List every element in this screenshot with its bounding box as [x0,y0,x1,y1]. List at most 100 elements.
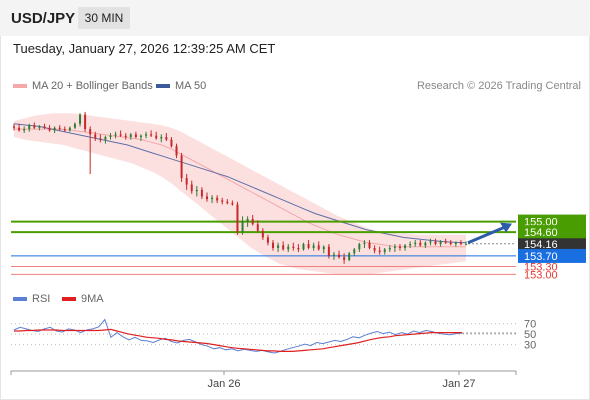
candle-body-88 [459,242,462,245]
candle-body-87 [454,242,457,245]
candle-body-37 [200,189,203,197]
top-bar: USD/JPY 30 MIN [0,0,590,36]
price-label-bg-1 [518,225,586,240]
candle-15 [89,126,92,174]
candle-58 [307,240,310,250]
candle-body-61 [322,246,325,250]
candle-47 [251,214,254,226]
candle-body-49 [261,230,264,238]
symbol-title: USD/JPY [11,10,76,27]
candle-48 [256,220,259,233]
candle-body-6 [43,126,46,128]
candle-body-54 [287,246,290,250]
candle-16 [94,131,97,141]
legend-ma20: MA 20 + Bollinger Bands [13,80,153,92]
candle-63 [332,251,335,260]
candle-60 [317,241,320,251]
candle-30 [165,133,168,141]
candle-4 [33,122,36,130]
candle-body-41 [221,200,224,202]
candle-80 [419,240,422,247]
candle-70 [368,240,371,250]
price-label-bg-0 [518,214,586,229]
legend-9ma-label: 9MA [81,293,104,305]
candle-body-30 [165,137,168,140]
candle-72 [378,246,381,255]
candle-body-47 [251,218,254,225]
candle-body-12 [73,123,76,128]
candle-68 [358,242,361,252]
candle-73 [383,248,386,255]
rsi-ma-line [14,328,462,352]
candle-body-71 [373,248,376,251]
candle-body-46 [246,218,249,222]
candle-79 [414,240,417,247]
rsi-line [13,318,463,354]
price-label-5: 153.00 [524,269,558,281]
candle-50 [266,234,269,246]
candle-65 [343,253,346,264]
candle-83 [434,238,437,246]
candle-body-45 [241,221,244,233]
candle-7 [48,125,51,132]
candle-body-24 [134,134,137,137]
candle-25 [139,134,142,141]
copyright-text: Research © 2026 Trading Central [416,80,581,92]
candle-body-13 [79,114,82,124]
ma50-swatch [156,84,170,89]
candle-body-9 [58,127,61,130]
candle-59 [312,242,315,251]
candle-body-21 [119,134,122,136]
candle-22 [124,133,127,140]
candle-body-36 [195,189,198,192]
ma50-line [13,123,467,244]
candle-62 [327,244,330,259]
candle-71 [373,245,376,254]
candle-39 [211,195,214,204]
candle-19 [109,133,112,140]
candle-body-35 [190,184,193,192]
candle-body-0 [13,126,15,128]
candle-46 [246,216,249,227]
candle-24 [134,131,137,139]
candle-76 [398,244,401,251]
price-label-bg-3 [518,248,586,263]
candle-42 [226,199,229,205]
candle-body-25 [139,135,142,137]
candle-body-65 [343,257,346,260]
candle-body-63 [332,254,335,256]
candle-28 [155,131,158,140]
candle-body-23 [129,134,132,137]
timeframe-button[interactable]: 30 MIN [78,7,130,29]
rsi-tick-70: 70 [524,319,536,331]
legend-rsi: RSI [13,293,50,305]
candle-body-28 [155,135,158,139]
legend-ma20-label: MA 20 + Bollinger Bands [32,80,153,92]
forecast-arrow-shaft [467,225,507,245]
candle-body-15 [89,129,92,135]
candle-body-52 [277,245,280,248]
candle-81 [424,241,427,248]
candle-40 [216,195,219,204]
candle-8 [53,126,56,134]
candle-body-11 [68,127,71,131]
rsi-tick-50: 50 [524,329,536,341]
candle-85 [444,238,447,245]
candle-body-14 [84,114,87,130]
candle-27 [150,130,153,137]
candle-body-73 [383,249,386,252]
candle-body-51 [272,242,275,248]
candle-body-5 [38,126,41,128]
legend-rsi-label: RSI [32,293,51,305]
candle-75 [393,244,396,252]
candle-body-7 [48,127,51,131]
candle-body-10 [63,129,66,131]
bollinger-band [14,113,466,275]
candle-body-59 [312,245,315,248]
candle-41 [221,197,224,205]
candle-body-2 [23,129,26,131]
candle-body-42 [226,201,229,204]
candle-64 [338,250,341,259]
candle-body-4 [33,125,36,128]
